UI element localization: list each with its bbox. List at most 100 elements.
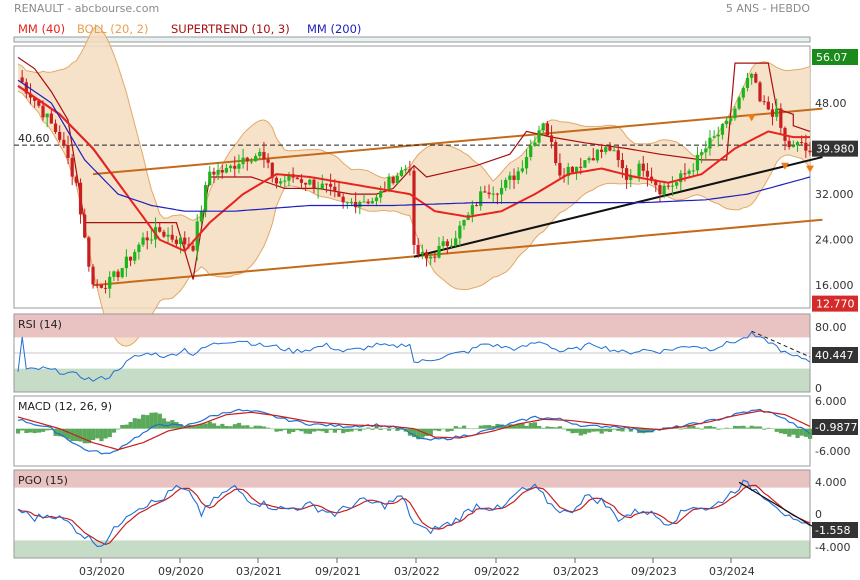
macd-histogram-bar: [424, 428, 429, 437]
macd-histogram-bar: [311, 428, 317, 432]
macd-histogram-bar: [641, 428, 646, 434]
candle-body: [645, 170, 650, 177]
candle-body: [670, 185, 675, 187]
candle-body: [420, 252, 424, 255]
candle-body: [208, 171, 212, 186]
candle-body: [416, 244, 420, 255]
macd-histogram-bar: [541, 427, 546, 429]
candle-body: [574, 166, 579, 173]
macd-histogram-bar: [457, 427, 463, 429]
candle-body: [254, 156, 258, 162]
macd-histogram-bar: [412, 428, 417, 438]
rsi-title: RSI (14): [18, 318, 62, 331]
candle-body: [270, 162, 274, 178]
candle-body: [795, 142, 800, 146]
price-tick-label: 32.000: [815, 188, 854, 201]
candle-body: [95, 284, 99, 286]
macd-histogram-bar: [512, 424, 517, 429]
trendline-channel_upper: [92, 107, 823, 176]
candle-body: [158, 227, 162, 232]
pgo-overbought-zone: [14, 470, 810, 488]
candle-body: [133, 252, 137, 261]
macd-histogram-bar: [166, 421, 171, 429]
macd-histogram-bar: [116, 428, 121, 430]
candle-body: [666, 185, 670, 187]
macd-histogram-bar: [220, 423, 225, 429]
macd-histogram-bar: [278, 428, 283, 432]
candle-body: [483, 191, 487, 193]
candle-body: [116, 271, 120, 278]
candle-body: [395, 175, 399, 184]
macd-histogram-bar: [266, 427, 271, 429]
macd-histogram-bar: [520, 423, 525, 429]
candle-body: [583, 160, 587, 168]
candle-body: [458, 225, 462, 239]
macd-histogram-bar: [549, 426, 554, 429]
price-tick-label: 48.00: [815, 97, 847, 110]
price-tag-low-bg: [812, 295, 858, 312]
candle-body: [41, 105, 45, 118]
macd-histogram-bar: [532, 422, 538, 429]
macd-histogram-bar: [453, 426, 458, 429]
candle-body: [324, 183, 329, 185]
candle-body: [124, 256, 128, 269]
macd-histogram-bar: [420, 428, 425, 438]
pgo-title: PGO (15): [18, 474, 68, 487]
macd-histogram-bar: [624, 428, 629, 430]
macd-histogram-bar: [103, 428, 108, 439]
price-tick-label: 16.000: [815, 279, 854, 292]
macd-histogram-bar: [787, 428, 792, 437]
macd-histogram-bar: [808, 428, 813, 439]
candle-body: [791, 145, 795, 148]
macd-histogram-bar: [691, 425, 696, 429]
candle-body: [183, 237, 187, 245]
candle-body: [720, 124, 725, 135]
macd-histogram-bar: [528, 422, 533, 429]
candle-body: [228, 165, 233, 169]
trendline-uptrend: [413, 156, 823, 258]
candle-body: [612, 150, 616, 152]
macd-histogram-bar: [224, 425, 229, 429]
macd-histogram-bar: [299, 428, 304, 432]
pgo-oversold-zone: [14, 540, 810, 558]
candle-body: [128, 256, 133, 261]
macd-histogram-bar: [41, 428, 46, 432]
macd-histogram-bar: [428, 428, 433, 436]
macd-histogram-bar: [161, 418, 167, 429]
candle-body: [283, 180, 287, 182]
macd-histogram-bar: [57, 428, 62, 437]
candle-body: [712, 136, 716, 138]
candle-body: [495, 193, 499, 195]
macd-histogram-bar: [82, 428, 87, 444]
candle-body: [754, 73, 758, 83]
pgo-tick-label: -4.000: [815, 541, 850, 554]
candle-body: [429, 256, 433, 259]
candle-body: [679, 173, 683, 183]
candle-body: [733, 108, 737, 119]
macd-histogram-bar: [145, 415, 150, 429]
macd-histogram-bar: [770, 428, 775, 430]
macd-histogram-bar: [574, 428, 579, 433]
macd-histogram-bar: [141, 414, 146, 429]
legend-item: MM (200): [307, 22, 361, 36]
macd-histogram-bar: [466, 428, 471, 429]
candle-body: [512, 175, 516, 181]
rsi-trendline: [751, 330, 811, 358]
x-tick-label: 03/2023: [553, 565, 599, 578]
macd-histogram-bar: [295, 428, 300, 431]
candle-body: [312, 179, 316, 189]
price-tag-low: 12.770: [816, 298, 855, 311]
macd-histogram-bar: [803, 428, 809, 437]
macd-histogram-bar: [174, 422, 179, 429]
macd-histogram-bar: [357, 428, 363, 432]
candle-body: [804, 142, 808, 151]
candle-body: [304, 182, 308, 185]
legend-item: BOLL (20, 2): [77, 22, 148, 36]
candle-body: [770, 109, 775, 117]
candle-body: [491, 193, 495, 195]
candle-body: [66, 144, 70, 158]
x-tick-label: 03/2022: [394, 565, 440, 578]
macd-histogram-bar: [216, 425, 221, 429]
macd-histogram-bar: [774, 428, 779, 432]
rsi-overbought-zone: [14, 314, 810, 338]
